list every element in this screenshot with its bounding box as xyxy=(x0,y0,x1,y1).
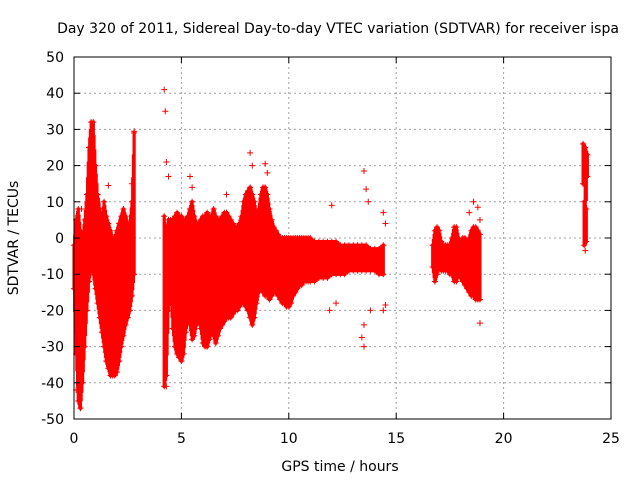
data-point xyxy=(223,191,230,198)
data-point xyxy=(101,198,108,205)
data-point xyxy=(163,158,170,165)
data-point xyxy=(165,173,172,180)
data-point xyxy=(189,198,196,205)
data-point xyxy=(120,332,127,339)
data-point xyxy=(470,198,477,205)
data-point xyxy=(453,224,460,231)
data-point xyxy=(249,162,256,169)
data-point xyxy=(264,169,271,176)
data-point xyxy=(161,213,168,220)
data-point xyxy=(105,182,112,189)
x-tick-label: 5 xyxy=(177,431,186,447)
y-tick-label: 20 xyxy=(46,159,64,175)
data-point xyxy=(436,227,443,234)
data-point xyxy=(328,202,335,209)
data-point xyxy=(584,151,591,158)
data-point xyxy=(86,278,93,285)
data-point xyxy=(382,301,389,308)
x-axis-ticks: 0 5 10 15 20 25 xyxy=(70,57,620,447)
data-point xyxy=(476,320,483,327)
data-point xyxy=(476,231,483,238)
data-point xyxy=(367,307,374,314)
data-point xyxy=(380,209,387,216)
y-tick-label: 40 xyxy=(46,86,64,102)
data-point xyxy=(365,198,372,205)
data-point xyxy=(363,186,370,193)
x-tick-label: 10 xyxy=(280,431,298,447)
data-point xyxy=(163,383,170,390)
data-point xyxy=(81,343,88,350)
y-tick-label: -30 xyxy=(41,340,64,356)
data-point xyxy=(90,119,97,126)
y-axis-label: SDTVAR / TECUs xyxy=(6,181,22,296)
data-point xyxy=(360,343,367,350)
data-point xyxy=(251,314,258,321)
data-point xyxy=(189,184,196,191)
x-tick-label: 20 xyxy=(495,431,513,447)
data-point xyxy=(582,247,589,254)
y-tick-label: -10 xyxy=(41,267,64,283)
y-axis-ticks: -50 -40 -30 -20 -10 0 10 20 30 40 50 xyxy=(41,50,611,428)
data-point xyxy=(180,350,187,357)
data-point xyxy=(360,321,367,328)
data-point xyxy=(251,198,258,205)
data-point xyxy=(163,372,170,379)
data-point xyxy=(360,168,367,175)
data-point xyxy=(474,204,481,211)
data-point xyxy=(262,160,269,167)
data-point xyxy=(333,300,340,307)
grid-lines xyxy=(74,57,611,419)
data-point xyxy=(253,300,260,307)
data-point xyxy=(92,162,99,169)
data-point xyxy=(466,209,473,216)
data-point xyxy=(78,206,85,213)
y-tick-label: 10 xyxy=(46,195,64,211)
x-tick-label: 25 xyxy=(602,431,620,447)
data-point xyxy=(264,191,271,198)
data-points xyxy=(71,86,591,412)
x-axis-label: GPS time / hours xyxy=(281,459,398,475)
data-point xyxy=(83,307,90,314)
data-point xyxy=(118,343,125,350)
data-point xyxy=(186,173,193,180)
data-point xyxy=(182,329,189,336)
data-point xyxy=(113,368,120,375)
data-point xyxy=(116,358,123,365)
data-point xyxy=(583,206,590,213)
data-point xyxy=(380,242,387,249)
data-point xyxy=(161,86,168,93)
data-point xyxy=(326,307,333,314)
y-tick-label: -40 xyxy=(41,376,64,392)
data-point xyxy=(131,271,138,278)
y-tick-label: 30 xyxy=(46,122,64,138)
data-point xyxy=(128,180,135,187)
data-point xyxy=(266,206,273,213)
y-tick-label: 50 xyxy=(46,50,64,66)
data-point xyxy=(476,216,483,223)
data-point xyxy=(126,307,133,314)
y-tick-label: -20 xyxy=(41,303,64,319)
data-point xyxy=(77,405,84,412)
y-tick-label: -50 xyxy=(41,412,64,428)
data-point xyxy=(476,296,483,303)
x-tick-label: 15 xyxy=(387,431,405,447)
data-point xyxy=(94,191,101,198)
data-point xyxy=(191,332,198,339)
data-point xyxy=(337,267,344,274)
data-point xyxy=(583,238,590,245)
data-point xyxy=(131,128,138,135)
data-point xyxy=(247,149,254,156)
x-tick-label: 0 xyxy=(70,431,79,447)
data-point xyxy=(380,307,387,314)
data-point xyxy=(358,334,365,341)
data-point xyxy=(162,108,169,115)
chart-title: Day 320 of 2011, Sidereal Day-to-day VTE… xyxy=(57,21,619,37)
data-point xyxy=(79,379,86,386)
y-tick-label: 0 xyxy=(55,231,64,247)
data-point xyxy=(382,220,389,227)
data-point xyxy=(128,292,135,299)
data-point xyxy=(380,271,387,278)
